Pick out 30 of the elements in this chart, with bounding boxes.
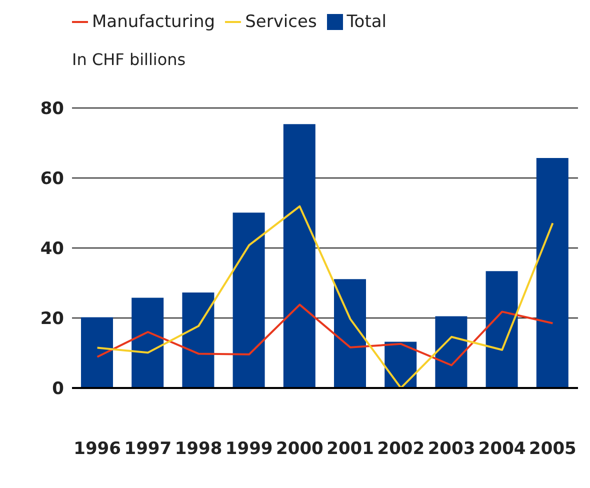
y-tick-label: 40 bbox=[40, 239, 64, 260]
bar bbox=[182, 292, 214, 388]
x-tick-label: 2000 bbox=[276, 439, 324, 459]
y-tick-label: 0 bbox=[52, 379, 64, 400]
x-tick-label: 1999 bbox=[225, 439, 273, 459]
y-tick-label: 60 bbox=[40, 169, 64, 190]
bar bbox=[334, 279, 366, 388]
line-series bbox=[96, 205, 554, 388]
bar bbox=[435, 316, 468, 388]
legend-label: Total bbox=[346, 12, 386, 32]
bar bbox=[132, 298, 164, 388]
x-tick-label: 2001 bbox=[326, 439, 374, 459]
x-tick-label: 1997 bbox=[124, 439, 172, 459]
bar bbox=[536, 158, 568, 388]
x-tick-label: 2002 bbox=[377, 439, 425, 459]
y-tick-label: 80 bbox=[40, 99, 64, 120]
bar bbox=[81, 317, 113, 388]
y-axis-title: In CHF billions bbox=[72, 50, 186, 70]
bar bbox=[232, 212, 265, 388]
x-tick-label: 1996 bbox=[74, 439, 121, 459]
x-tick-label: 2004 bbox=[478, 439, 526, 459]
legend-label: Manufacturing bbox=[92, 12, 216, 32]
bar bbox=[283, 124, 316, 388]
x-tick-label: 1998 bbox=[174, 439, 222, 459]
x-tick-label: 2005 bbox=[529, 439, 576, 459]
x-tick-label: 2003 bbox=[428, 439, 476, 459]
line-series bbox=[96, 304, 554, 366]
y-tick-label: 20 bbox=[40, 309, 64, 330]
legend-label: Services bbox=[245, 12, 317, 32]
bar bbox=[486, 271, 518, 388]
